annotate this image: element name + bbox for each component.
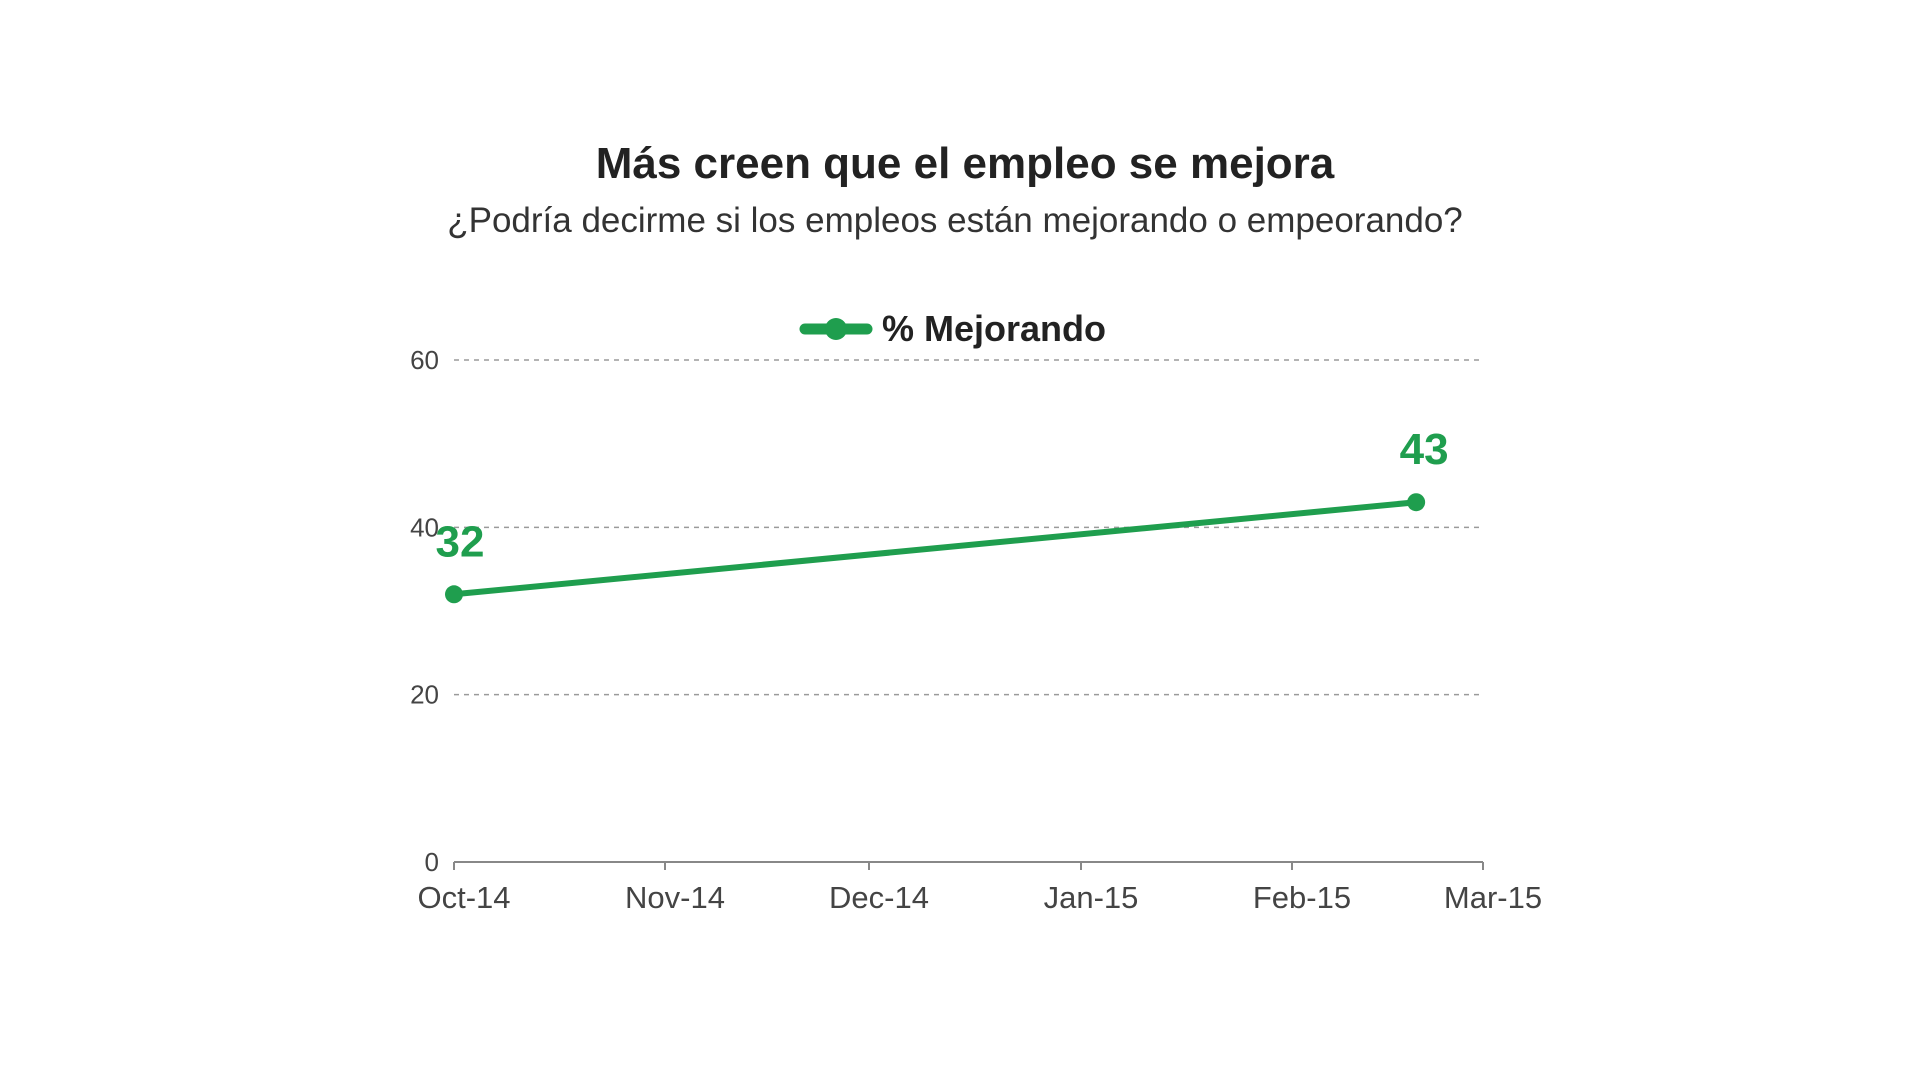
y-tick-label: 20: [410, 680, 439, 710]
data-label: 43: [1400, 425, 1449, 474]
y-tick-label: 0: [425, 847, 439, 877]
legend-swatch-marker: [825, 318, 847, 340]
x-tick-label: Nov-14: [625, 880, 725, 915]
data-point: [1407, 493, 1426, 512]
y-axis-ticks: 0 20 40 60: [410, 345, 439, 877]
series-line: [451, 499, 1420, 598]
y-tick-label: 60: [410, 345, 439, 375]
legend: % Mejorando: [799, 308, 1106, 349]
data-point: [445, 585, 463, 604]
legend-label: % Mejorando: [882, 308, 1106, 349]
series-group: 32 43: [436, 425, 1449, 604]
gridlines: [454, 359, 1483, 696]
chart-title: Más creen que el empleo se mejora: [596, 139, 1335, 188]
y-tick-label: 40: [410, 512, 439, 542]
chart-subtitle: ¿Podría decirme si los empleos están mej…: [447, 201, 1463, 240]
x-tick-label: Dec-14: [829, 880, 929, 915]
x-tick-label: Feb-15: [1253, 880, 1351, 915]
x-axis-ticks: Oct-14 Nov-14 Dec-14 Jan-15 Feb-15 Mar-15: [417, 862, 1542, 915]
x-tick-label: Mar-15: [1444, 880, 1542, 915]
data-label: 32: [436, 517, 485, 566]
x-tick-label: Oct-14: [417, 880, 510, 915]
x-tick-label: Jan-15: [1044, 880, 1139, 915]
